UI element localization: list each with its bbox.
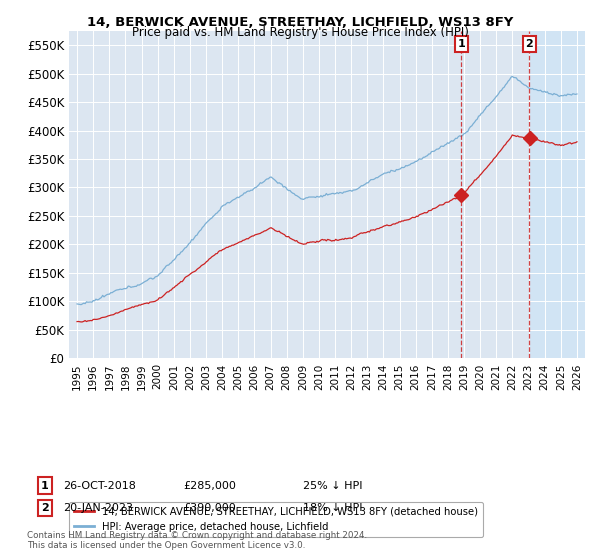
Text: £285,000: £285,000 xyxy=(183,480,236,491)
Text: 14, BERWICK AVENUE, STREETHAY, LICHFIELD, WS13 8FY: 14, BERWICK AVENUE, STREETHAY, LICHFIELD… xyxy=(87,16,513,29)
Bar xyxy=(529,31,585,358)
Text: 20-JAN-2023: 20-JAN-2023 xyxy=(63,503,133,513)
Text: 2: 2 xyxy=(41,503,49,513)
Text: 25% ↓ HPI: 25% ↓ HPI xyxy=(303,480,362,491)
Text: Price paid vs. HM Land Registry's House Price Index (HPI): Price paid vs. HM Land Registry's House … xyxy=(131,26,469,39)
Text: £390,000: £390,000 xyxy=(183,503,236,513)
Text: 1: 1 xyxy=(41,480,49,491)
Text: 2: 2 xyxy=(526,39,533,49)
Text: 26-OCT-2018: 26-OCT-2018 xyxy=(63,480,136,491)
Text: 1: 1 xyxy=(457,39,465,49)
Text: Contains HM Land Registry data © Crown copyright and database right 2024.
This d: Contains HM Land Registry data © Crown c… xyxy=(27,530,367,550)
Legend: 14, BERWICK AVENUE, STREETHAY, LICHFIELD, WS13 8FY (detached house), HPI: Averag: 14, BERWICK AVENUE, STREETHAY, LICHFIELD… xyxy=(69,502,483,537)
Text: 18% ↓ HPI: 18% ↓ HPI xyxy=(303,503,362,513)
